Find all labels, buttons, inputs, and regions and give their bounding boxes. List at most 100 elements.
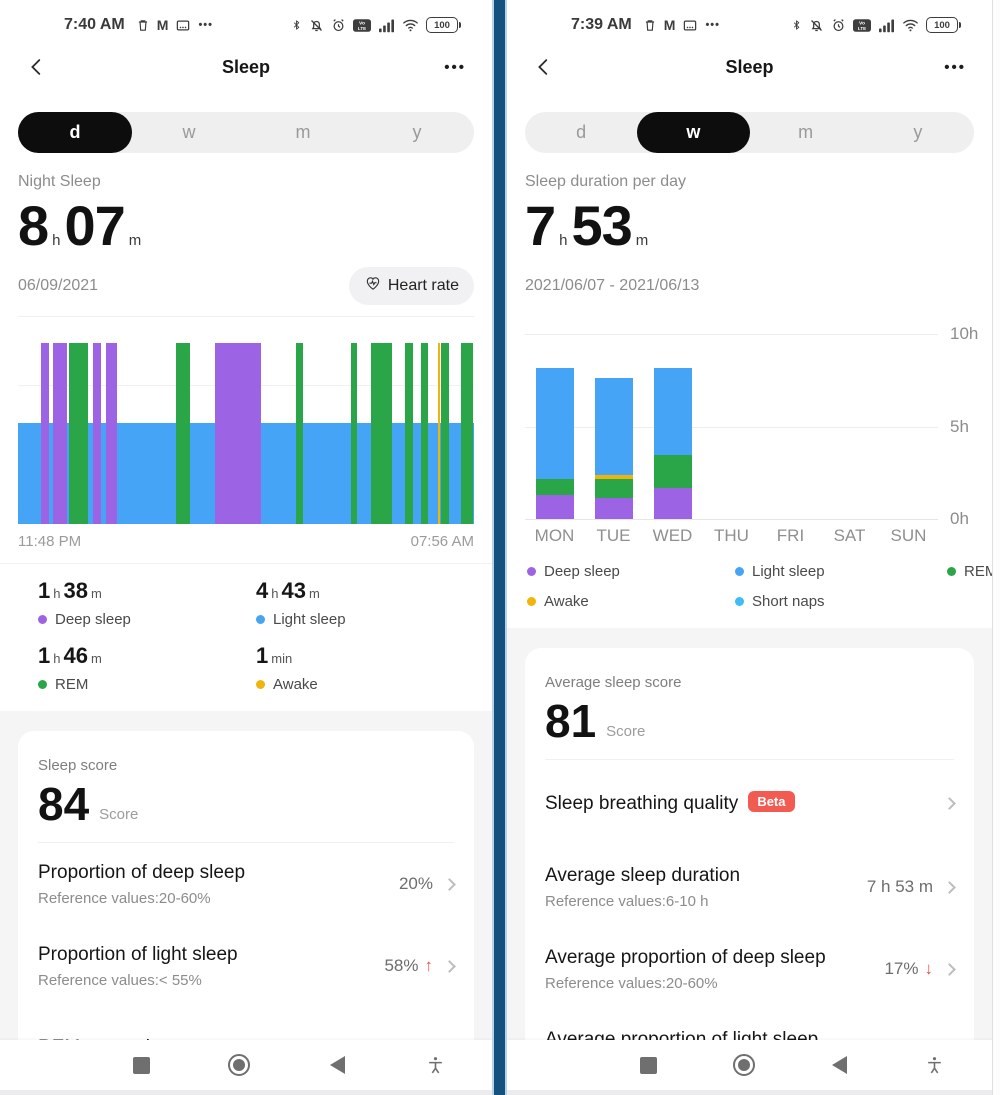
heart-rate-button[interactable]: Heart rate [348,267,474,306]
total-duration: 8 h 07 m [18,194,474,257]
recents-icon [132,1056,150,1074]
back-button[interactable] [26,56,48,78]
stage-stats: 1 h 38 m Deep sleep 4 h 43 m Light sleep 1 h 46 m… [0,563,492,711]
back-triangle-icon [831,1056,847,1074]
stat-unit: h [271,586,279,602]
home-button[interactable] [226,1052,252,1078]
legend-short-naps: Short naps [735,593,947,610]
card-background: Sleep score 84 Score Proportion of deep … [0,711,492,1095]
y-axis-tick: 0h [950,509,969,529]
screenshot-icon [682,18,698,33]
card-title: Sleep score [38,757,118,775]
rem-dot [947,567,956,577]
tab-month[interactable]: m [798,122,814,142]
row-sleep-breathing-quality[interactable]: Sleep breathing quality Beta [545,760,956,846]
volte-icon: Vo LTE [853,18,871,33]
score-row: 81 Score [545,697,954,746]
day-label: FRI [776,526,805,546]
recents-button[interactable] [635,1052,661,1078]
overflow-menu-button[interactable]: ••• [444,58,466,76]
gmail-icon: M [156,17,169,33]
day-label: SUN [890,526,927,546]
stat-light-sleep: 4 h 43 m Light sleep [256,578,492,628]
right-edge-strip [992,0,1000,1095]
sleep-score-card: Sleep score 84 Score Proportion of deep … [18,731,474,1095]
bluetooth-icon [791,17,802,33]
duration-minutes: 07 [64,194,126,257]
android-nav-bar [0,1040,492,1090]
clock-text: 7:40 AM [64,16,125,33]
stat-value: 1 [256,643,269,669]
bar-segment-light [653,367,692,456]
overflow-menu-button[interactable]: ••• [944,58,966,76]
legend-rem: REM [947,563,992,580]
bar-segment-rem [535,478,574,496]
accessibility-button[interactable] [922,1052,948,1078]
short-naps-dot [735,597,744,607]
row-title: Sleep breathing quality [545,793,739,815]
status-right: Vo LTE 100 [291,17,461,33]
back-nav-button[interactable] [826,1052,852,1078]
bar-segment-deep [653,487,692,520]
card-title: Average sleep score [545,674,682,692]
tab-month[interactable]: m [295,122,311,142]
stat-awake: 1 min Awake [256,643,492,693]
legend-label: Awake [544,593,589,611]
chevron-right-icon [943,963,956,976]
gridline-5h [525,426,938,428]
battery-icon: 100 [426,17,461,33]
chart-legend: Deep sleep Light sleep REM Awake Short n… [527,563,992,628]
weekly-bar-column [761,334,820,519]
screenshot-divider [492,0,507,1095]
row-title: Proportion of deep sleep [38,861,246,883]
gmail-icon: M [663,17,676,33]
day-label: SAT [833,526,866,546]
chevron-right-icon [943,881,956,894]
chevron-right-icon [443,878,456,891]
row-average-sleep-duration[interactable]: Average sleep duration Reference values:… [545,846,956,928]
tab-year[interactable]: y [913,122,923,142]
beta-badge: Beta [748,791,795,813]
tab-year[interactable]: y [412,122,422,142]
app-header: Sleep ••• [0,44,492,90]
day-label: THU [714,526,749,546]
back-nav-button[interactable] [324,1052,350,1078]
alarm-icon [331,18,346,33]
trend-down-icon: ↓ [924,959,934,979]
stat-value: 1 [38,643,51,669]
card-divider [38,842,454,844]
date-row: 06/09/2021 Heart rate [18,266,474,306]
recents-button[interactable] [128,1052,154,1078]
recents-icon [639,1056,657,1074]
battery-level: 100 [434,19,450,31]
sleep-start-time: 11:48 PM [18,533,82,551]
stat-unit: m [308,586,320,602]
screen-bottom-strip [0,1090,492,1095]
row-subtitle: Reference values:20-60% [545,974,718,992]
accessibility-button[interactable] [422,1052,448,1078]
legend-label: REM [964,563,992,581]
bars-area [525,334,938,520]
row-deep-sleep-proportion[interactable]: Proportion of deep sleep Reference value… [38,843,456,925]
home-button[interactable] [731,1052,757,1078]
trend-up-icon: ↑ [424,956,434,976]
stat-deep-sleep: 1 h 38 m Deep sleep [38,578,256,628]
row-light-sleep-proportion[interactable]: Proportion of light sleep Reference valu… [38,925,456,1007]
tab-day[interactable]: d [18,112,132,153]
card-background: Average sleep score 81 Score Sleep breat… [507,628,992,1095]
tab-day[interactable]: d [576,122,587,142]
sleep-times: 11:48 PM 07:56 AM [18,533,474,550]
row-average-deep-sleep[interactable]: Average proportion of deep sleep Referen… [545,928,956,1010]
stat-value: 46 [63,643,88,669]
stat-unit: h [53,651,61,667]
legend-label: Deep sleep [544,563,620,581]
weekly-bar-column [643,334,702,520]
stat-label: Deep sleep [55,611,131,629]
minutes-unit: m [128,232,142,250]
tab-week[interactable]: w [182,122,196,142]
android-nav-bar [507,1040,992,1090]
tab-week[interactable]: w [637,112,750,153]
back-button[interactable] [533,56,555,78]
stat-unit: h [53,586,61,602]
